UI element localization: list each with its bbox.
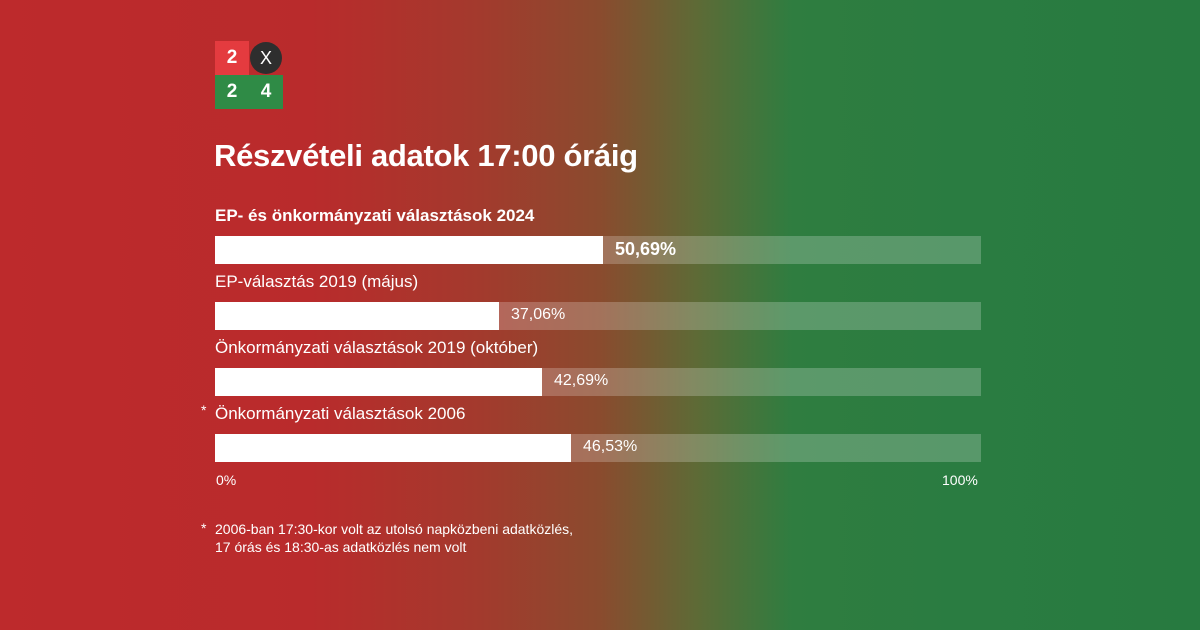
bar-value-label: 50,69% <box>615 239 677 259</box>
footnote-asterisk: * <box>201 520 207 536</box>
logo-x-circle: X <box>250 42 282 74</box>
bar-value-label: 46,53% <box>583 438 638 455</box>
bar-value-label: 42,69% <box>554 372 609 389</box>
bar-category-label: EP-választás 2019 (május) <box>215 272 419 291</box>
axis-tick-label-max: 100% <box>942 472 978 488</box>
logo-2x24: 2 X 2 4 <box>215 41 283 109</box>
bar-track: 46,53% <box>215 434 981 462</box>
footnote-line-2: 17 órás és 18:30-as adatközlés nem volt <box>215 539 467 555</box>
bar-fill <box>215 368 542 396</box>
bar-track: 42,69% <box>215 368 981 396</box>
bar-fill <box>215 302 499 330</box>
bar-category-label: Önkormányzati választások 2019 (október) <box>215 338 539 357</box>
logo-cell-top-left: 2 <box>215 41 249 75</box>
logo-cell-top-right: X <box>249 41 283 75</box>
bar-track: 37,06% <box>215 302 981 330</box>
bar-track: 50,69% <box>215 236 981 264</box>
chart-title: Részvételi adatok 17:00 óráig <box>214 138 638 173</box>
footnote-line-1: 2006-ban 17:30-kor volt az utolsó napköz… <box>215 521 574 537</box>
bar-fill <box>215 434 571 462</box>
bar-category-label: EP- és önkormányzati választások 2024 <box>215 206 535 225</box>
logo-cell-bottom-right: 4 <box>249 75 283 109</box>
axis-tick-label-min: 0% <box>216 472 237 488</box>
footnote: * 2006-ban 17:30-kor volt az utolsó napk… <box>201 520 574 556</box>
logo-cell-bottom-left: 2 <box>215 75 249 109</box>
bar-value-label: 37,06% <box>511 306 566 323</box>
bar-fill <box>215 236 603 264</box>
bar-asterisk: * <box>201 402 207 418</box>
bar-category-label: Önkormányzati választások 2006 <box>215 404 466 423</box>
